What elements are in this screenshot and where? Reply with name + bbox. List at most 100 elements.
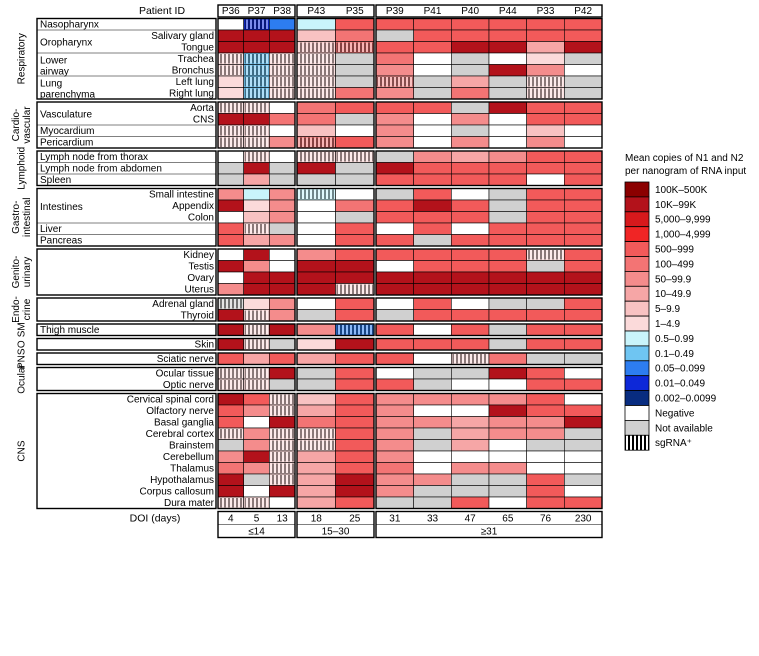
heatmap-cell (296, 234, 336, 247)
tissue-label: Right lung (169, 89, 214, 100)
heatmap-cell (488, 323, 527, 336)
heatmap-cell (526, 378, 565, 391)
system-frame (296, 352, 375, 366)
heatmap-cell (564, 427, 603, 440)
heatmap-cell (269, 41, 296, 54)
tissue-label: Thalamus (170, 464, 214, 475)
heatmap-cell (564, 473, 603, 486)
heatmap-cell (413, 462, 452, 475)
tissue-label: Trachea (178, 54, 215, 65)
sgrna-marker (298, 77, 335, 87)
heatmap-cell (335, 450, 375, 463)
heatmap-cell (296, 450, 336, 463)
sgrna-marker (244, 65, 269, 75)
sgrna-marker (298, 152, 335, 162)
heatmap-cell (413, 173, 452, 186)
heatmap-cell (217, 439, 244, 452)
heatmap-cell (375, 485, 414, 498)
heatmap-cell (375, 496, 414, 509)
heatmap-cell (375, 52, 414, 65)
heatmap-cell (269, 416, 296, 429)
heatmap-cell (413, 473, 452, 486)
heatmap-cell (488, 416, 527, 429)
tissue-label: Testis (188, 262, 214, 273)
heatmap-cell (296, 367, 336, 380)
heatmap-cell (375, 450, 414, 463)
heatmap-cell (335, 124, 375, 137)
system-label-frame (36, 297, 217, 322)
heatmap-cell (526, 338, 565, 351)
heatmap-cell (413, 367, 452, 380)
heatmap-cell (451, 150, 490, 163)
heatmap-cell (375, 113, 414, 126)
heatmap-cell (375, 427, 414, 440)
sgrna-marker (298, 42, 335, 52)
heatmap-cell (217, 248, 244, 261)
system-label: Ocular (17, 364, 28, 394)
heatmap-cell (526, 283, 565, 296)
tissue-label: Kidney (183, 250, 214, 261)
system-frame (217, 17, 296, 100)
system-label-frame (36, 366, 217, 392)
system-label: urinary (22, 257, 33, 288)
heatmap-cell (243, 427, 270, 440)
heatmap-cell (413, 150, 452, 163)
tissue-label: Myocardium (40, 126, 94, 137)
heatmap-cell (217, 416, 244, 429)
heatmap-cell (564, 113, 603, 126)
sgrna-marker (270, 88, 294, 98)
heatmap-cell (217, 352, 244, 365)
legend-swatch (624, 345, 650, 362)
heatmap-cell (451, 199, 490, 212)
system-frame (375, 150, 603, 187)
heatmap-cell (526, 416, 565, 429)
heatmap-cell (243, 416, 270, 429)
heatmap-cell (269, 496, 296, 509)
heatmap-cell (564, 101, 603, 114)
heatmap-cell (375, 211, 414, 224)
heatmap-cell (243, 29, 270, 42)
heatmap-cell (296, 222, 336, 235)
heatmap-cell (451, 271, 490, 284)
system-label: Respiratory (17, 33, 28, 84)
heatmap-cell (269, 323, 296, 336)
system-frame (217, 187, 296, 247)
sgrna-marker (244, 339, 269, 349)
heatmap-cell (375, 101, 414, 114)
heatmap-cell (243, 260, 270, 273)
tissue-group-label: Vasculature (40, 110, 93, 121)
heatmap-cell (526, 150, 565, 163)
legend-swatch (624, 360, 650, 377)
heatmap-cell (335, 101, 375, 114)
heatmap-cell (488, 404, 527, 417)
heatmap-cell (335, 162, 375, 175)
heatmap-cell (217, 450, 244, 463)
heatmap-cell (217, 338, 244, 351)
heatmap-cell (526, 260, 565, 273)
tissue-label: Pericardium (40, 138, 93, 149)
legend-swatch (624, 211, 650, 228)
heatmap-cell (375, 416, 414, 429)
sgrna-marker (244, 137, 269, 147)
heatmap-cell (243, 248, 270, 261)
heatmap-cell (243, 450, 270, 463)
system-frame (375, 187, 603, 247)
heatmap-cell (335, 248, 375, 261)
heatmap-cell (451, 173, 490, 186)
tissue-group-label: Lower (40, 56, 68, 67)
heatmap-cell (564, 87, 603, 100)
heatmap-cell (375, 64, 414, 77)
sgrna-marker (270, 429, 294, 439)
doi-value: 4 (228, 514, 234, 525)
heatmap-cell (335, 222, 375, 235)
sgrna-marker (219, 380, 243, 390)
sgrna-marker (298, 440, 335, 450)
doi-value: 65 (502, 514, 514, 525)
heatmap-cell (375, 124, 414, 137)
heatmap-cell (526, 439, 565, 452)
system-frame (296, 101, 375, 149)
heatmap-cell (413, 41, 452, 54)
heatmap-cell (217, 29, 244, 42)
heatmap-cell (243, 113, 270, 126)
heatmap-cell (217, 173, 244, 186)
